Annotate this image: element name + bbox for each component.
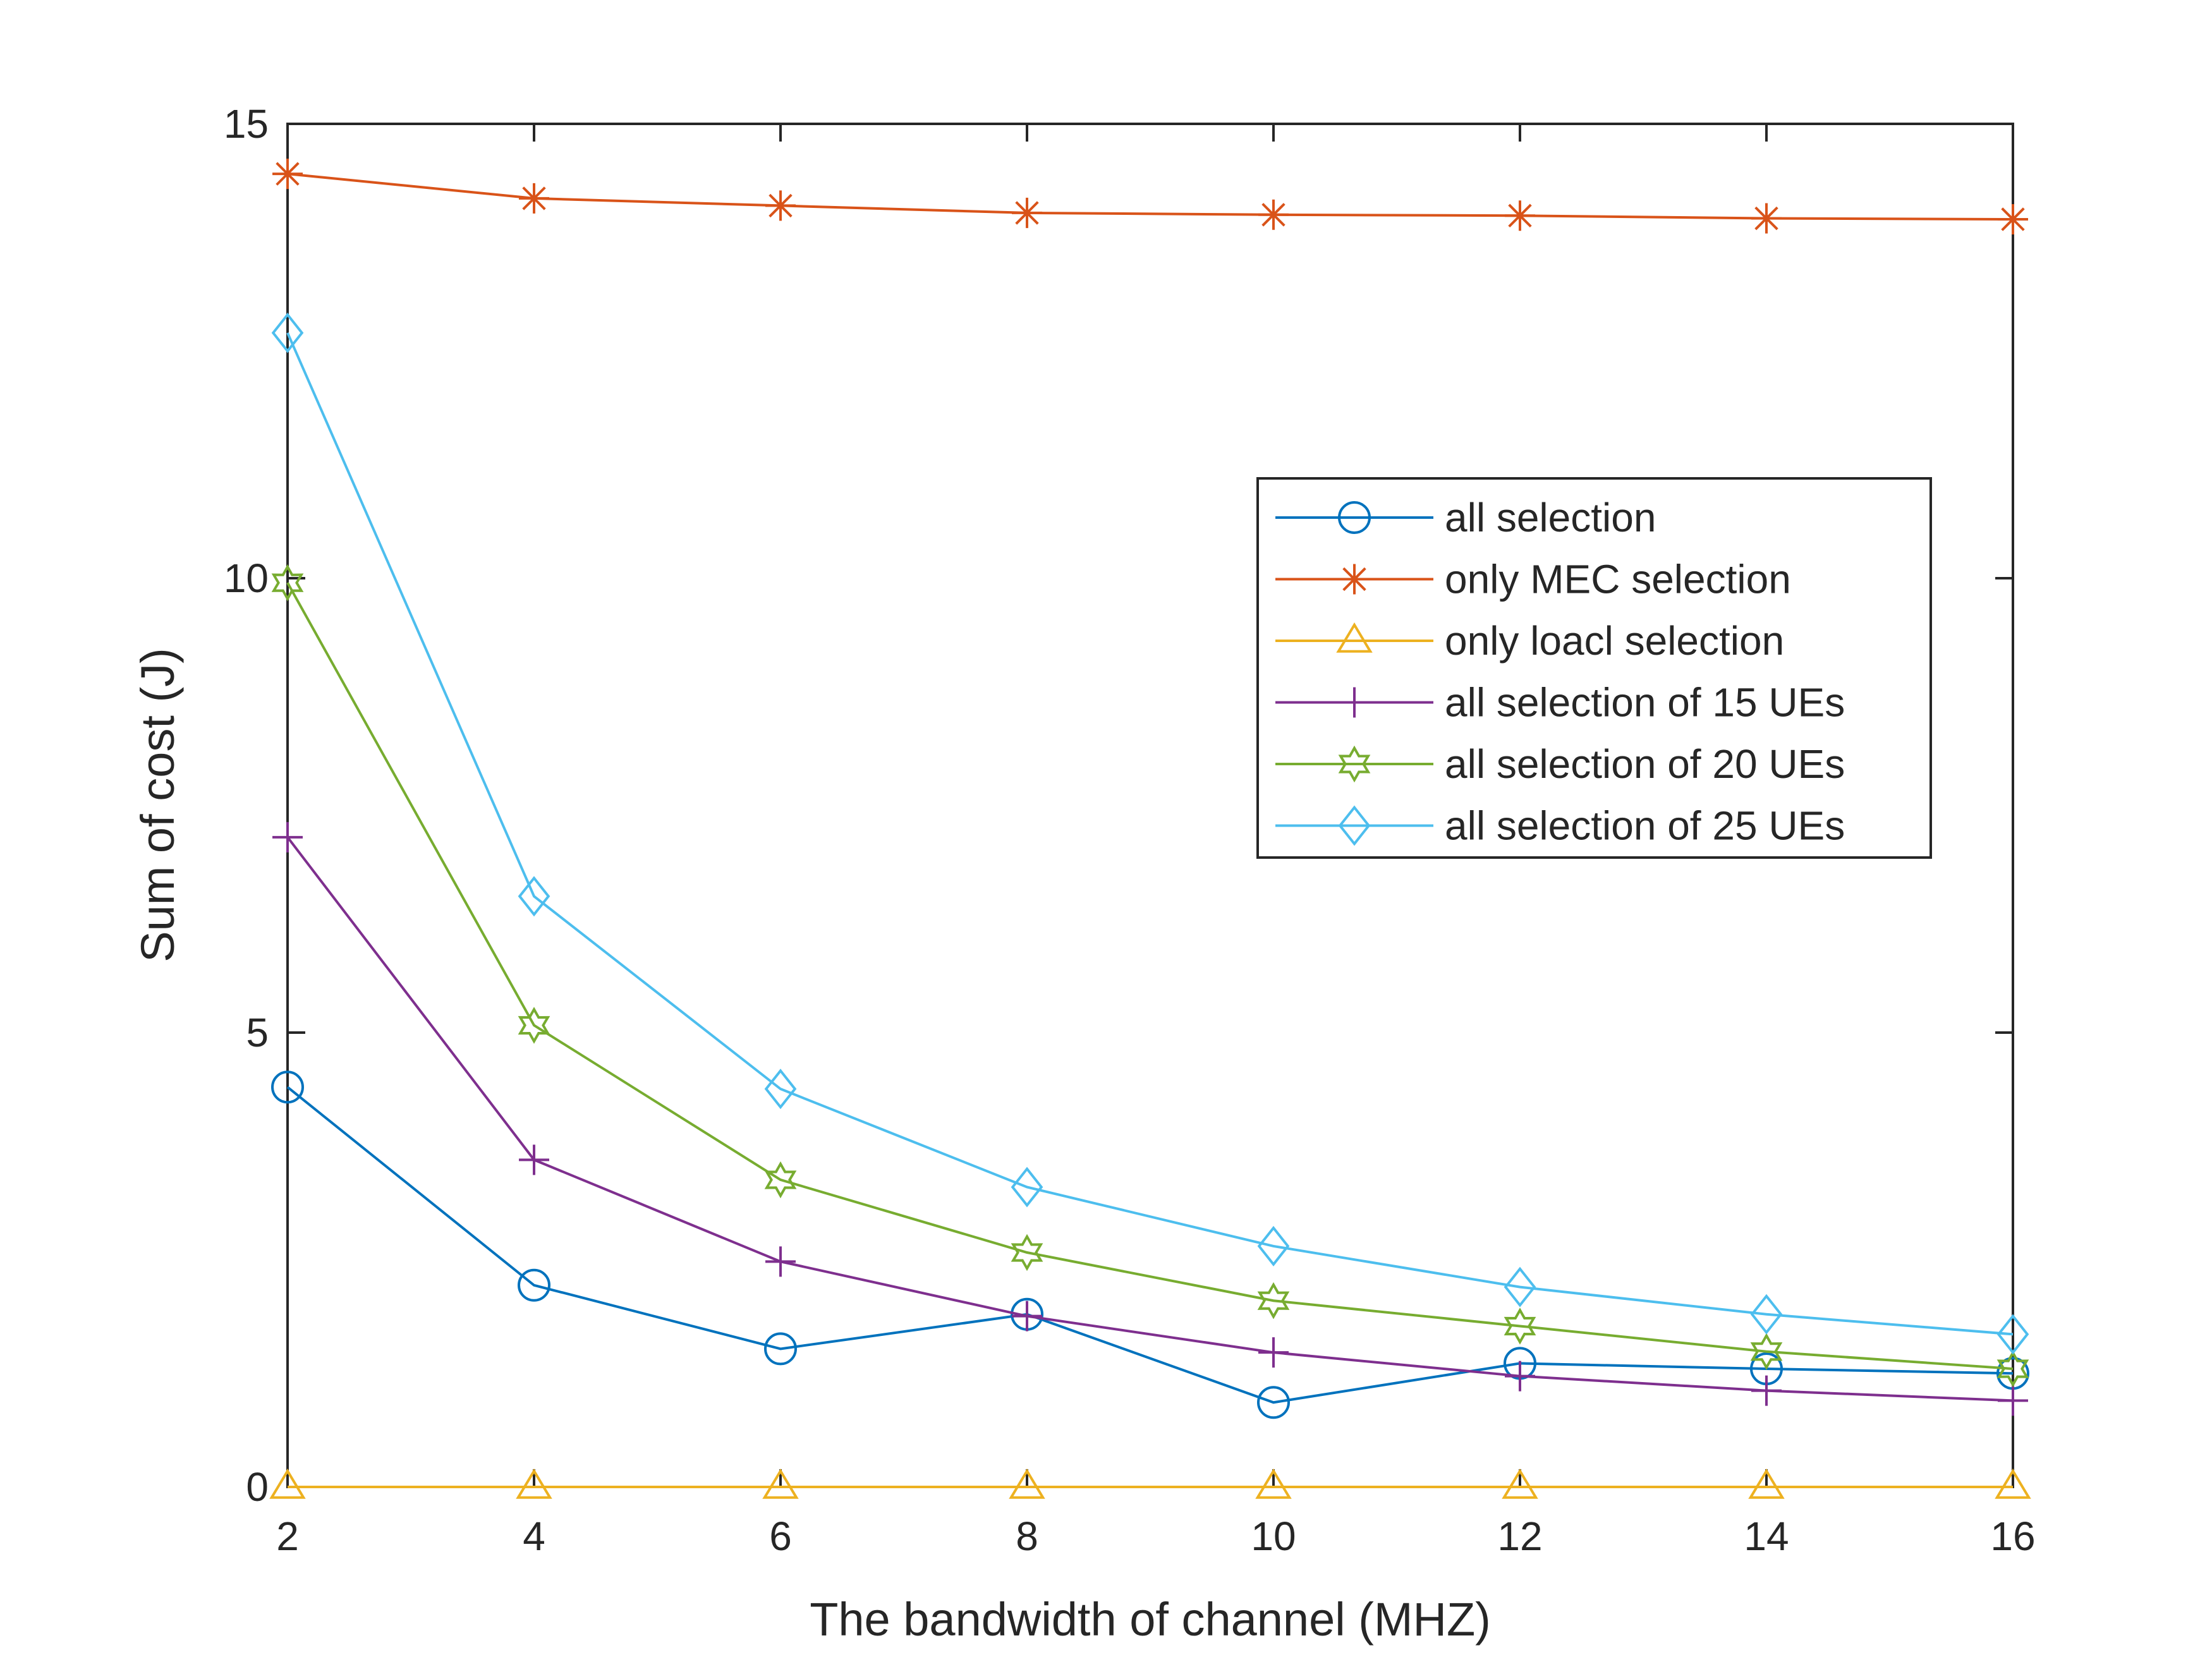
x-tick-label: 10 bbox=[1251, 1513, 1296, 1559]
marker-hexagram bbox=[1338, 745, 1371, 783]
marker-triangle bbox=[516, 1468, 552, 1499]
legend-item: all selection of 20 UEs bbox=[1275, 741, 1845, 787]
marker-hexagram bbox=[1504, 1307, 1536, 1345]
marker-diamond bbox=[271, 312, 304, 353]
series-layer bbox=[269, 159, 2031, 1499]
x-tick-label: 8 bbox=[1016, 1513, 1038, 1559]
marker-circle bbox=[1257, 1386, 1290, 1419]
marker-plus bbox=[1751, 1375, 1782, 1406]
legend-box bbox=[1256, 477, 1932, 859]
series-2 bbox=[272, 159, 2028, 234]
marker-asterisk bbox=[1339, 564, 1370, 595]
series-line bbox=[287, 173, 2014, 221]
y-tick-label: 5 bbox=[246, 1010, 269, 1055]
legend-item: only MEC selection bbox=[1275, 557, 1791, 602]
y-axis-title: Sum of cost (J) bbox=[131, 648, 184, 962]
series-line bbox=[286, 1086, 2014, 1404]
axis-ticks: 2 4 6 8 10 12 14 16 0 5 10 15 bbox=[224, 101, 2036, 1559]
marker-hexagram bbox=[271, 564, 304, 602]
y-tick-label: 0 bbox=[246, 1464, 269, 1510]
marker-plus bbox=[765, 1246, 796, 1277]
x-tick-label: 12 bbox=[1497, 1513, 1542, 1559]
legend-label: only loacl selection bbox=[1445, 618, 1784, 664]
series-line bbox=[286, 332, 2014, 1336]
marker-hexagram bbox=[1257, 1282, 1290, 1319]
marker-diamond bbox=[1996, 1314, 2029, 1355]
marker-asterisk bbox=[1012, 197, 1042, 228]
marker-plus bbox=[1012, 1301, 1042, 1331]
marker-diamond bbox=[1504, 1266, 1536, 1307]
marker-plus bbox=[1998, 1385, 2028, 1416]
marker-asterisk bbox=[765, 190, 796, 221]
marker-hexagram bbox=[1996, 1350, 2029, 1388]
marker-diamond bbox=[1750, 1294, 1783, 1335]
legend-label: all selection of 15 UEs bbox=[1445, 680, 1845, 725]
marker-triangle bbox=[1748, 1468, 1785, 1499]
marker-asterisk bbox=[1505, 200, 1535, 231]
legend-item: all selection bbox=[1275, 495, 1656, 540]
legend-label: only MEC selection bbox=[1445, 557, 1791, 602]
marker-asterisk bbox=[1998, 203, 2028, 234]
marker-triangle bbox=[1255, 1468, 1292, 1499]
marker-triangle bbox=[1009, 1468, 1045, 1499]
y-tick-label: 15 bbox=[224, 101, 269, 147]
marker-diamond bbox=[1011, 1167, 1043, 1208]
marker-triangle bbox=[1502, 1468, 1538, 1499]
x-tick-label: 6 bbox=[769, 1513, 792, 1559]
marker-hexagram bbox=[1750, 1333, 1783, 1371]
series-line bbox=[286, 836, 2014, 1402]
series-4 bbox=[272, 822, 2028, 1416]
legend-item: only loacl selection bbox=[1275, 618, 1784, 664]
legend: all selection only MEC selection only loac… bbox=[1256, 477, 1932, 859]
marker-hexagram bbox=[1011, 1234, 1043, 1271]
marker-circle bbox=[271, 1071, 304, 1104]
marker-asterisk bbox=[1751, 203, 1782, 234]
x-tick-label: 14 bbox=[1744, 1513, 1789, 1559]
x-tick-label: 2 bbox=[276, 1513, 299, 1559]
marker-diamond bbox=[1338, 805, 1371, 846]
marker-hexagram bbox=[518, 1007, 550, 1044]
marker-plus bbox=[272, 822, 303, 852]
series-3 bbox=[269, 1468, 2031, 1499]
series-6 bbox=[271, 312, 2029, 1355]
marker-triangle bbox=[762, 1468, 799, 1499]
marker-circle bbox=[518, 1268, 550, 1302]
marker-triangle bbox=[1995, 1468, 2031, 1499]
x-axis-title: The bandwidth of channel (MHZ) bbox=[810, 1593, 1491, 1646]
series-5 bbox=[271, 564, 2029, 1388]
marker-asterisk bbox=[1258, 199, 1289, 230]
y-tick-label: 10 bbox=[224, 555, 269, 601]
legend-item: all selection of 25 UEs bbox=[1275, 803, 1845, 849]
marker-diamond bbox=[764, 1069, 797, 1110]
marker-hexagram bbox=[764, 1161, 797, 1199]
marker-plus bbox=[1339, 687, 1370, 718]
legend-label: all selection of 25 UEs bbox=[1445, 803, 1845, 849]
marker-triangle bbox=[1336, 622, 1373, 653]
marker-triangle bbox=[269, 1468, 306, 1499]
marker-circle bbox=[1338, 501, 1371, 534]
legend-label: all selection bbox=[1445, 495, 1656, 540]
series-line bbox=[286, 582, 2014, 1371]
x-tick-label: 16 bbox=[1990, 1513, 2035, 1559]
legend-label: all selection of 20 UEs bbox=[1445, 741, 1845, 787]
marker-asterisk bbox=[519, 183, 549, 214]
marker-plus bbox=[1258, 1337, 1289, 1368]
marker-asterisk bbox=[272, 159, 303, 190]
x-tick-label: 4 bbox=[523, 1513, 545, 1559]
marker-circle bbox=[764, 1332, 797, 1366]
marker-diamond bbox=[1257, 1225, 1290, 1266]
legend-item: all selection of 15 UEs bbox=[1275, 680, 1845, 725]
marker-plus bbox=[1505, 1361, 1535, 1392]
marker-diamond bbox=[518, 876, 550, 917]
marker-plus bbox=[519, 1144, 549, 1175]
